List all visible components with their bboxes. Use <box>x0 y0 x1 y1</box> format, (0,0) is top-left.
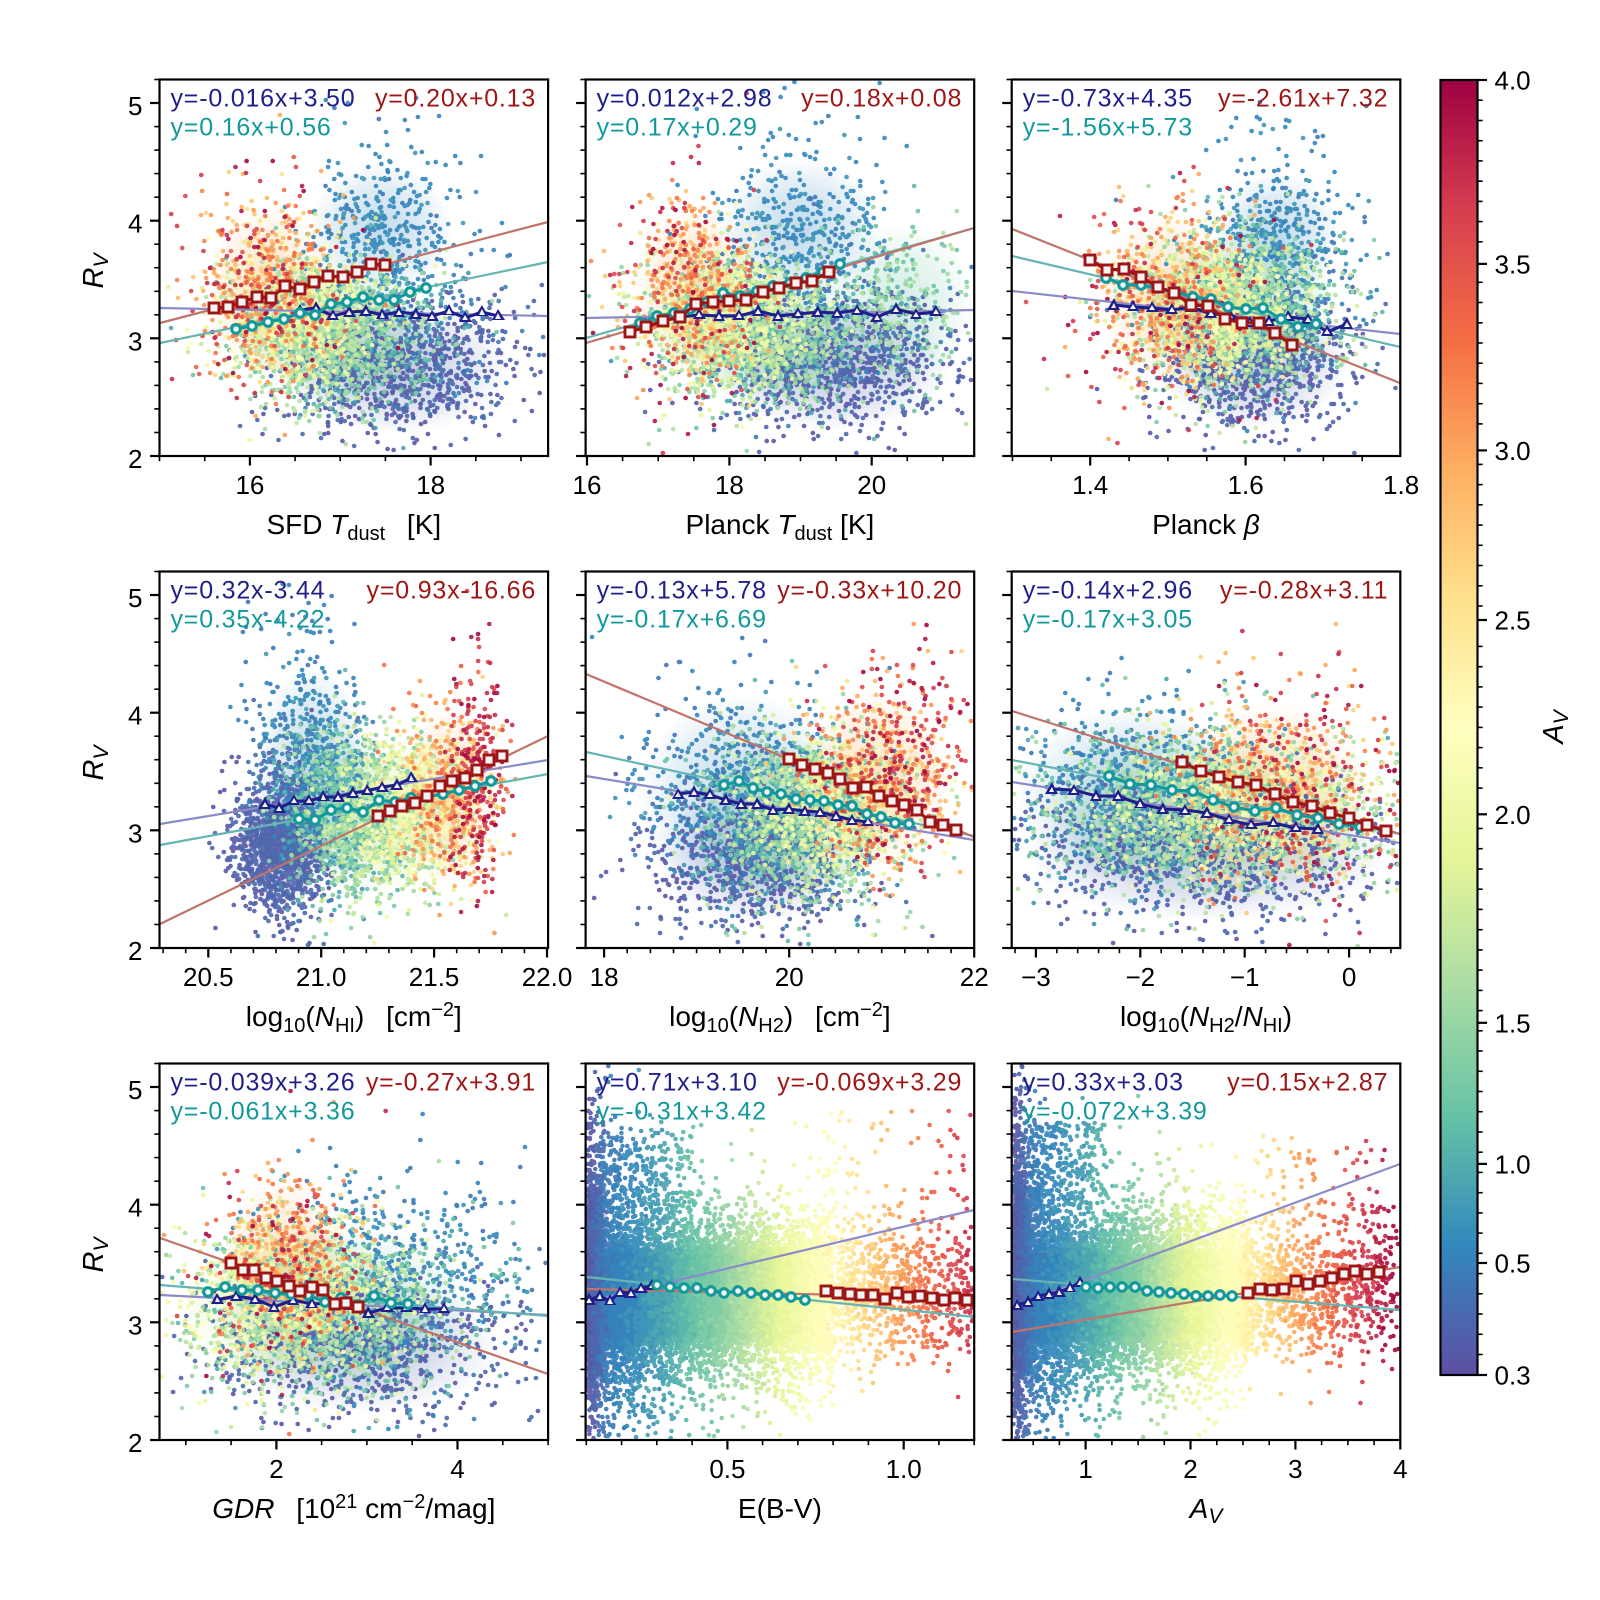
svg-text:20.5: 20.5 <box>183 962 234 992</box>
svg-text:y=-1.56x+5.73: y=-1.56x+5.73 <box>1023 114 1193 142</box>
svg-text:22.0: 22.0 <box>522 962 573 992</box>
svg-text:2: 2 <box>128 936 142 966</box>
svg-text:−2: −2 <box>1125 962 1155 992</box>
svg-text:0.3: 0.3 <box>1495 1361 1531 1391</box>
svg-text:18: 18 <box>715 470 744 500</box>
svg-text:21.0: 21.0 <box>296 962 347 992</box>
svg-text:4: 4 <box>128 209 142 239</box>
svg-text:y=0.32x-3.44: y=0.32x-3.44 <box>171 577 326 605</box>
svg-text:2: 2 <box>128 444 142 474</box>
svg-text:y=0.17x+0.29: y=0.17x+0.29 <box>597 114 758 142</box>
svg-text:18: 18 <box>416 470 445 500</box>
svg-text:y=-0.13x+5.78: y=-0.13x+5.78 <box>597 577 767 605</box>
svg-text:y=-0.17x+3.05: y=-0.17x+3.05 <box>1023 606 1193 634</box>
svg-text:4: 4 <box>1393 1454 1407 1484</box>
svg-text:y=0.33x+3.03: y=0.33x+3.03 <box>1023 1069 1184 1097</box>
svg-text:y=-0.069x+3.29: y=-0.069x+3.29 <box>777 1069 962 1097</box>
svg-text:1.0: 1.0 <box>1495 1149 1531 1179</box>
svg-text:2: 2 <box>269 1454 283 1484</box>
svg-text:y=0.20x+0.13: y=0.20x+0.13 <box>375 85 536 113</box>
svg-text:20: 20 <box>775 962 804 992</box>
svg-text:y=-0.14x+2.96: y=-0.14x+2.96 <box>1023 577 1193 605</box>
svg-text:16: 16 <box>573 470 602 500</box>
svg-text:E(B-V): E(B-V) <box>738 1493 822 1524</box>
svg-text:4: 4 <box>128 701 142 731</box>
svg-text:3: 3 <box>128 818 142 848</box>
svg-text:y=-0.27x+3.91: y=-0.27x+3.91 <box>366 1069 536 1097</box>
svg-text:Planck Tdust [K]: Planck Tdust [K] <box>686 509 875 545</box>
svg-text:y=0.18x+0.08: y=0.18x+0.08 <box>801 85 962 113</box>
svg-text:y=0.15x+2.87: y=0.15x+2.87 <box>1227 1069 1388 1097</box>
svg-text:4.0: 4.0 <box>1495 66 1531 96</box>
svg-text:2.5: 2.5 <box>1495 606 1531 636</box>
svg-text:2: 2 <box>1183 1454 1197 1484</box>
svg-text:1.6: 1.6 <box>1228 470 1264 500</box>
svg-text:1.0: 1.0 <box>886 1454 922 1484</box>
svg-text:5: 5 <box>128 1075 142 1105</box>
svg-text:y=-0.17x+6.69: y=-0.17x+6.69 <box>597 606 767 634</box>
svg-text:0: 0 <box>1342 962 1356 992</box>
svg-text:1.4: 1.4 <box>1072 470 1108 500</box>
svg-text:y=0.16x+0.56: y=0.16x+0.56 <box>171 114 332 142</box>
svg-text:2.0: 2.0 <box>1495 800 1531 830</box>
svg-text:y=0.35x-4.22: y=0.35x-4.22 <box>171 606 326 634</box>
svg-text:22: 22 <box>960 962 989 992</box>
svg-text:y=-0.33x+10.20: y=-0.33x+10.20 <box>777 577 962 605</box>
svg-text:20: 20 <box>857 470 886 500</box>
svg-text:5: 5 <box>128 583 142 613</box>
svg-text:5: 5 <box>128 91 142 121</box>
svg-text:y=-0.016x+3.50: y=-0.016x+3.50 <box>171 85 356 113</box>
svg-text:3.0: 3.0 <box>1495 436 1531 466</box>
svg-text:y=-0.072x+3.39: y=-0.072x+3.39 <box>1023 1098 1208 1126</box>
svg-text:−1: −1 <box>1230 962 1260 992</box>
svg-text:y=-2.61x+7.32: y=-2.61x+7.32 <box>1218 85 1388 113</box>
svg-text:y=-0.73x+4.35: y=-0.73x+4.35 <box>1023 85 1193 113</box>
svg-text:AV: AV <box>1188 1493 1225 1528</box>
svg-text:Planck β: Planck β <box>1152 509 1260 540</box>
svg-text:2: 2 <box>128 1428 142 1458</box>
svg-text:3: 3 <box>1288 1454 1302 1484</box>
svg-text:1.8: 1.8 <box>1383 470 1419 500</box>
svg-text:y=-0.31x+3.42: y=-0.31x+3.42 <box>597 1098 767 1126</box>
svg-text:21.5: 21.5 <box>409 962 460 992</box>
svg-text:18: 18 <box>590 962 619 992</box>
svg-text:1: 1 <box>1078 1454 1092 1484</box>
svg-text:SFD Tdust [K]: SFD Tdust [K] <box>266 509 441 545</box>
svg-text:y=-0.061x+3.36: y=-0.061x+3.36 <box>171 1098 356 1126</box>
svg-text:y=-0.28x+3.11: y=-0.28x+3.11 <box>1220 577 1388 605</box>
svg-text:3.5: 3.5 <box>1495 249 1531 279</box>
svg-text:y=-0.039x+3.26: y=-0.039x+3.26 <box>171 1069 356 1097</box>
svg-text:y=0.71x+3.10: y=0.71x+3.10 <box>597 1069 758 1097</box>
svg-text:y=0.93x-16.66: y=0.93x-16.66 <box>367 577 537 605</box>
svg-text:1.5: 1.5 <box>1495 1008 1531 1038</box>
svg-text:0.5: 0.5 <box>709 1454 745 1484</box>
svg-text:4: 4 <box>450 1454 464 1484</box>
svg-text:4: 4 <box>128 1193 142 1223</box>
svg-text:y=0.012x+2.98: y=0.012x+2.98 <box>597 85 773 113</box>
svg-text:3: 3 <box>128 326 142 356</box>
svg-text:0.5: 0.5 <box>1495 1249 1531 1279</box>
svg-text:−3: −3 <box>1021 962 1051 992</box>
svg-text:3: 3 <box>128 1310 142 1340</box>
svg-text:16: 16 <box>235 470 264 500</box>
